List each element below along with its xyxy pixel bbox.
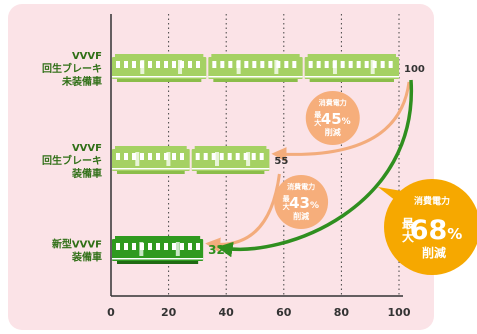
badge-prefix2-2: 大 [402, 229, 414, 244]
train-bars [112, 54, 399, 264]
badge-suffix-2: 削減 [422, 245, 446, 260]
badge-prefix2-1: 大 [283, 202, 290, 211]
badge-suffix-0: 削減 [325, 127, 341, 137]
value-label-1: 55 [274, 156, 288, 167]
value-label-2: 32 [208, 243, 225, 257]
badge-value-2: 68% [410, 215, 463, 246]
reduction-arrow-0 [271, 81, 411, 162]
badge-value-unit-1: % [310, 201, 319, 211]
badge-value-number-2: 68 [410, 215, 448, 246]
x-tick-label-60: 60 [276, 306, 292, 319]
badge-value-number-0: 45 [321, 110, 342, 128]
train-bar-2 [112, 236, 204, 264]
badge-value-1: 43% [289, 194, 319, 212]
category-label-1-2: 装備車 [71, 167, 102, 180]
x-tick-label-20: 20 [161, 306, 177, 319]
badge-value-unit-0: % [342, 117, 351, 127]
badge-title-2: 消費電力 [414, 195, 450, 207]
badge-prefix2-0: 大 [314, 118, 321, 127]
badge-title-1: 消費電力 [287, 182, 315, 191]
category-label-0-0: VVVF [72, 51, 102, 62]
badge-prefix-1: 最 [283, 194, 291, 203]
train-bar-1 [112, 146, 270, 174]
x-tick-label-0: 0 [107, 306, 115, 319]
train-bar-0 [112, 54, 399, 82]
badge-value-unit-2: % [447, 225, 462, 243]
badge-value-number-1: 43 [289, 194, 310, 212]
value-label-0: 100 [404, 64, 425, 75]
x-tick-label-40: 40 [219, 306, 235, 319]
reduction-arrows [205, 79, 413, 258]
category-label-2-0: 新型VVVF [52, 238, 102, 251]
x-tick-label-100: 100 [388, 306, 411, 319]
category-label-1-1: 回生ブレーキ [42, 154, 102, 167]
category-label-0-1: 回生ブレーキ [42, 62, 102, 75]
category-label-0-2: 未装備車 [61, 75, 102, 88]
badge-prefix-2: 最 [402, 217, 415, 231]
category-label-2-1: 装備車 [71, 251, 102, 264]
badge-suffix-1: 削減 [293, 211, 309, 221]
x-tick-labels: 0 20 40 60 80 100 [107, 306, 411, 319]
badge-prefix-0: 最 [314, 110, 322, 119]
reduction-arrow-2 [216, 79, 413, 258]
badge-value-0: 45% [321, 110, 351, 128]
badge-title-0: 消費電力 [319, 98, 347, 107]
category-label-1-0: VVVF [72, 143, 102, 154]
value-labels: 100 55 32 [208, 64, 425, 257]
x-tick-label-80: 80 [334, 306, 350, 319]
